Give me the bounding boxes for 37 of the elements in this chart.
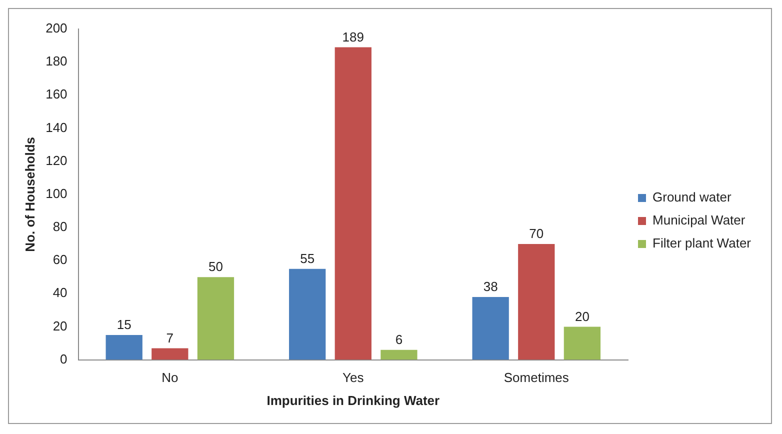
- bar: [380, 350, 418, 360]
- y-tick-label: 200: [46, 20, 68, 36]
- bar: [518, 244, 555, 360]
- y-axis-title: No. of Households: [22, 136, 38, 252]
- x-tick-label: No: [162, 370, 178, 386]
- x-axis-title: Impurities in Drinking Water: [266, 392, 440, 408]
- bar: [106, 334, 142, 360]
- data-label: 6: [395, 332, 403, 347]
- data-label: 7: [166, 330, 174, 346]
- bar: [197, 277, 234, 360]
- y-tick-label: 60: [52, 252, 68, 268]
- bar: [289, 268, 326, 360]
- legend-label: Ground water: [652, 190, 732, 205]
- y-tick-label: 0: [60, 351, 68, 366]
- y-tick-label: 160: [46, 86, 68, 102]
- data-label: 20: [574, 308, 590, 324]
- x-tick-label: Yes: [342, 370, 364, 386]
- data-label: 55: [300, 250, 315, 266]
- y-tick-label: 40: [52, 285, 68, 300]
- y-tick-label: 140: [46, 120, 68, 135]
- y-tick-label: 120: [46, 152, 68, 168]
- y-tick-label: 100: [46, 186, 68, 201]
- legend-label: Municipal Water: [652, 212, 746, 228]
- y-tick-label: 80: [52, 219, 68, 234]
- x-tick-label: Sometimes: [504, 370, 570, 386]
- bar: [152, 348, 188, 360]
- bar: [472, 296, 509, 360]
- y-tick-label: 20: [52, 318, 68, 334]
- data-label: 15: [116, 317, 132, 332]
- bar: [564, 326, 601, 360]
- data-label: 50: [208, 259, 223, 274]
- bar: [334, 47, 372, 360]
- y-tick-label: 180: [46, 54, 68, 69]
- data-label: 189: [342, 29, 364, 44]
- data-label: 38: [483, 279, 498, 294]
- legend-label: Filter plant Water: [652, 236, 752, 251]
- data-label: 70: [529, 226, 544, 242]
